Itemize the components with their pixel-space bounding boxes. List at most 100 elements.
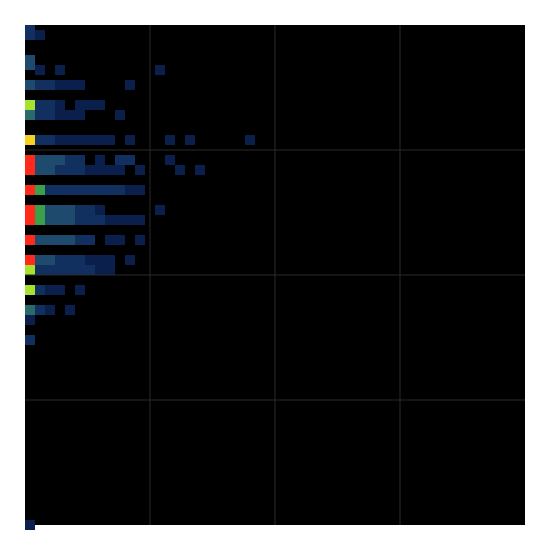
heatmap-cell — [45, 135, 55, 145]
heatmap-cell — [35, 285, 45, 295]
heatmap-cell — [125, 185, 135, 195]
heatmap-cell — [65, 135, 75, 145]
heatmap-cell — [35, 80, 45, 90]
heatmap-cell — [45, 80, 55, 90]
heatmap-cell — [75, 155, 85, 165]
heatmap-cell — [125, 255, 135, 265]
heatmap-cell — [45, 185, 55, 195]
heatmap-cell — [35, 65, 45, 75]
heatmap-cell — [55, 65, 65, 75]
heatmap-cell — [95, 205, 105, 215]
heatmap-cell — [115, 235, 125, 245]
heatmap-cell — [65, 305, 75, 315]
heatmap-cell — [65, 165, 75, 175]
heatmap-cell — [115, 215, 125, 225]
heatmap-cell — [45, 100, 55, 110]
heatmap-cell — [105, 135, 115, 145]
heatmap-cell — [25, 60, 35, 70]
heatmap-cell — [25, 110, 35, 120]
heatmap-cell — [85, 100, 95, 110]
heatmap-cell — [125, 155, 135, 165]
heatmap-cell — [105, 185, 115, 195]
heatmap-cell — [105, 215, 115, 225]
heatmap-cell — [65, 155, 75, 165]
heatmap-cell — [75, 285, 85, 295]
heatmap-cell — [25, 520, 35, 530]
heatmap-cell — [55, 110, 65, 120]
heatmap-cell — [85, 265, 95, 275]
grid-lines — [25, 25, 525, 525]
heatmap-cell — [75, 205, 85, 215]
heatmap-cell — [55, 155, 65, 165]
heatmap-cell — [25, 100, 35, 110]
heatmap-cell — [55, 265, 65, 275]
heatmap-cell — [25, 205, 35, 215]
heatmap-cell — [95, 135, 105, 145]
heatmap-cell — [25, 185, 35, 195]
heatmap-cell — [105, 265, 115, 275]
heatmap-cell — [35, 165, 45, 175]
heatmap-cell — [25, 135, 35, 145]
heatmap-cell — [165, 155, 175, 165]
heatmap-cell — [55, 80, 65, 90]
heatmap-cell — [75, 80, 85, 90]
heatmap-cell — [85, 135, 95, 145]
heatmap-cell — [65, 265, 75, 275]
heatmap-cell — [25, 335, 35, 345]
heatmap-cell — [75, 110, 85, 120]
heatmap-cell — [155, 65, 165, 75]
heatmap-cell — [25, 80, 35, 90]
heatmap-cell — [75, 265, 85, 275]
heatmap-cell — [135, 215, 145, 225]
heatmap-cell — [105, 165, 115, 175]
heatmap-cell — [135, 185, 145, 195]
heatmap-cell — [105, 235, 115, 245]
heatmap-cell — [55, 235, 65, 245]
heatmap-cell — [115, 165, 125, 175]
heatmap-cell — [45, 155, 55, 165]
heatmap-cell — [75, 100, 85, 110]
heatmap-cell — [55, 185, 65, 195]
heatmap-cell — [35, 215, 45, 225]
heatmap-cell — [25, 215, 35, 225]
heatmap-cell — [45, 235, 55, 245]
heatmap-cell — [45, 215, 55, 225]
heatmap-cell — [245, 135, 255, 145]
heatmap-cell — [65, 205, 75, 215]
heatmap-cell — [35, 205, 45, 215]
heatmap-cell — [25, 265, 35, 275]
heatmap-cell — [55, 285, 65, 295]
heatmap-cell — [105, 255, 115, 265]
heatmap-cell — [55, 255, 65, 265]
heatmap-cell — [125, 215, 135, 225]
heatmap-cell — [95, 185, 105, 195]
heatmap-cell — [95, 265, 105, 275]
heatmap-cell — [95, 255, 105, 265]
heatmap-cell — [85, 185, 95, 195]
heatmap-cells — [25, 25, 255, 530]
heatmap-cell — [35, 30, 45, 40]
heatmap-cell — [25, 305, 35, 315]
heatmap-cell — [75, 165, 85, 175]
heatmap-cell — [165, 135, 175, 145]
heatmap-cell — [25, 255, 35, 265]
heatmap-cell — [85, 205, 95, 215]
heatmap-cell — [65, 185, 75, 195]
heatmap-cell — [95, 100, 105, 110]
heatmap-cell — [125, 80, 135, 90]
heatmap-cell — [75, 135, 85, 145]
heatmap-cell — [55, 215, 65, 225]
heatmap-cell — [55, 165, 65, 175]
heatmap-cell — [95, 155, 105, 165]
heatmap-cell — [135, 235, 145, 245]
heatmap-cell — [195, 165, 205, 175]
heatmap-cell — [55, 135, 65, 145]
heatmap-cell — [65, 255, 75, 265]
heatmap-cell — [185, 135, 195, 145]
heatmap-cell — [85, 235, 95, 245]
heatmap-cell — [45, 110, 55, 120]
heatmap-cell — [75, 215, 85, 225]
heatmap-cell — [115, 110, 125, 120]
